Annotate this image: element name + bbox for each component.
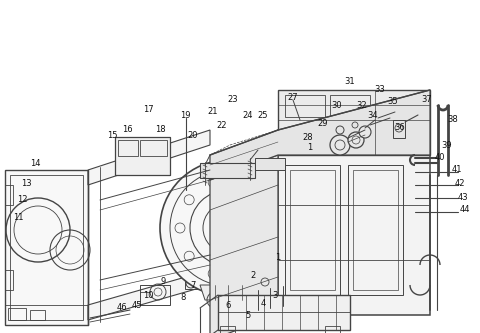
Bar bbox=[200, 163, 255, 178]
Text: 14: 14 bbox=[30, 159, 40, 167]
Text: 24: 24 bbox=[243, 111, 253, 120]
Text: 31: 31 bbox=[345, 78, 355, 87]
Polygon shape bbox=[278, 155, 430, 315]
Bar bbox=[290, 170, 335, 290]
Text: 37: 37 bbox=[421, 96, 432, 105]
Text: 27: 27 bbox=[288, 93, 298, 102]
Bar bbox=[393, 120, 405, 138]
Text: 2: 2 bbox=[251, 270, 256, 279]
Text: 1: 1 bbox=[276, 253, 281, 262]
Circle shape bbox=[213, 215, 243, 245]
Text: 34: 34 bbox=[368, 111, 378, 120]
Bar bbox=[30, 310, 45, 320]
Text: 33: 33 bbox=[374, 86, 385, 95]
Text: 12: 12 bbox=[17, 195, 27, 204]
Polygon shape bbox=[88, 130, 210, 185]
Text: 44: 44 bbox=[460, 205, 470, 214]
Text: 36: 36 bbox=[395, 124, 406, 133]
Bar bbox=[330, 95, 370, 117]
Text: 8: 8 bbox=[180, 293, 186, 302]
Polygon shape bbox=[200, 285, 260, 300]
Text: 43: 43 bbox=[458, 192, 468, 201]
Bar bbox=[140, 140, 167, 156]
Text: 25: 25 bbox=[258, 111, 268, 120]
Text: 32: 32 bbox=[357, 101, 367, 110]
Text: 10: 10 bbox=[143, 291, 153, 300]
Text: 7: 7 bbox=[190, 280, 196, 289]
Bar bbox=[185, 277, 203, 289]
Bar bbox=[140, 285, 170, 305]
Text: 35: 35 bbox=[388, 98, 398, 107]
Bar bbox=[8, 308, 26, 320]
Text: 9: 9 bbox=[160, 277, 166, 286]
Text: 18: 18 bbox=[155, 126, 165, 135]
Text: 16: 16 bbox=[122, 126, 132, 135]
Text: 11: 11 bbox=[13, 213, 23, 222]
Text: 17: 17 bbox=[143, 106, 153, 115]
Circle shape bbox=[330, 135, 350, 155]
Text: 41: 41 bbox=[452, 166, 462, 174]
Text: 45: 45 bbox=[132, 301, 142, 310]
Text: 13: 13 bbox=[21, 178, 31, 187]
Text: 4: 4 bbox=[260, 298, 265, 307]
Bar bbox=[115, 137, 170, 175]
Text: 21: 21 bbox=[208, 108, 218, 117]
Polygon shape bbox=[210, 155, 278, 333]
Circle shape bbox=[160, 160, 296, 296]
Polygon shape bbox=[5, 170, 88, 325]
Text: 20: 20 bbox=[188, 131, 198, 140]
Text: 23: 23 bbox=[228, 96, 238, 105]
Bar bbox=[255, 158, 285, 170]
Polygon shape bbox=[88, 270, 210, 320]
Text: 42: 42 bbox=[455, 178, 465, 187]
Bar bbox=[353, 170, 398, 290]
Text: 46: 46 bbox=[117, 303, 127, 312]
Text: 3: 3 bbox=[272, 290, 278, 299]
Text: 28: 28 bbox=[303, 134, 313, 143]
Text: 30: 30 bbox=[332, 101, 342, 110]
Text: 1: 1 bbox=[307, 144, 312, 153]
Text: 15: 15 bbox=[107, 131, 117, 140]
Bar bbox=[118, 140, 138, 156]
Bar bbox=[220, 326, 235, 333]
Polygon shape bbox=[218, 295, 350, 330]
Bar bbox=[285, 95, 325, 117]
Text: 22: 22 bbox=[217, 121, 227, 130]
Polygon shape bbox=[210, 90, 430, 180]
Bar bbox=[325, 326, 340, 333]
Bar bbox=[5, 185, 13, 205]
Text: 6: 6 bbox=[225, 300, 231, 309]
Text: 19: 19 bbox=[180, 111, 190, 120]
Circle shape bbox=[348, 132, 364, 148]
Text: 40: 40 bbox=[435, 154, 445, 163]
Text: 39: 39 bbox=[442, 141, 452, 150]
Bar bbox=[348, 165, 403, 295]
Text: 29: 29 bbox=[318, 119, 328, 128]
Polygon shape bbox=[278, 90, 430, 155]
Text: 38: 38 bbox=[448, 116, 458, 125]
Text: 5: 5 bbox=[245, 310, 251, 319]
Bar bbox=[285, 165, 340, 295]
Bar bbox=[10, 175, 83, 320]
Circle shape bbox=[359, 126, 371, 138]
Bar bbox=[5, 270, 13, 290]
